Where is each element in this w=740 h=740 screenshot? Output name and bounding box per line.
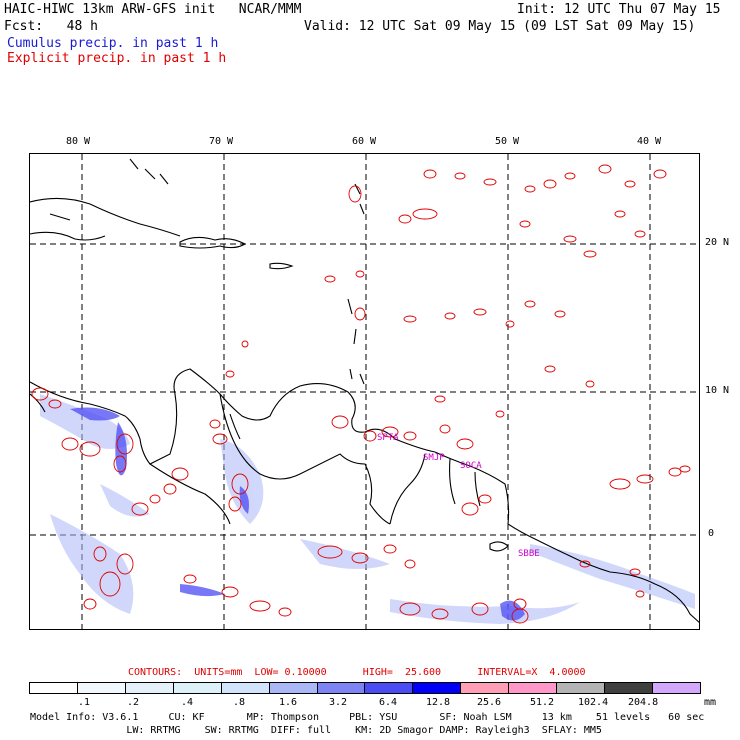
legend-swatch <box>173 683 222 693</box>
coast-south-america-north <box>30 368 436 465</box>
coast-puerto-rico <box>269 262 294 270</box>
model-title: HAIC-HIWC 13km ARW-GFS init NCAR/MMM <box>4 2 302 17</box>
lon-label-80w: 80 W <box>66 136 91 147</box>
legend-tick: 204.8 <box>628 697 659 708</box>
border-venezuela <box>219 393 391 525</box>
legend-tick: 102.4 <box>578 697 609 708</box>
lon-label-60w: 60 W <box>352 136 377 147</box>
init-time: Init: 12 UTC Thu 07 May 15 <box>517 2 721 17</box>
graticule <box>30 154 699 629</box>
border-french-guiana <box>474 471 481 507</box>
lat-label-0: 0 <box>708 528 715 539</box>
coast-brazil <box>507 523 699 623</box>
station-label-soca: SOCA <box>460 461 482 471</box>
precip-map: SPTA SMJP SOCA SBBE <box>29 153 700 630</box>
coast-marajo <box>489 541 509 552</box>
forecast-hour: Fcst: 48 h <box>4 19 98 34</box>
coastlines <box>30 158 699 623</box>
lon-label-70w: 70 W <box>209 136 234 147</box>
legend-swatch <box>557 683 606 693</box>
station-label-sbbe: SBBE <box>518 549 540 559</box>
coast-jamaica <box>30 231 106 241</box>
lat-label-20n: 20 N <box>705 237 730 248</box>
legend-tick: .8 <box>233 697 246 708</box>
border-suriname <box>449 458 456 505</box>
cumulus-legend-label: Cumulus precip. in past 1 h <box>7 36 219 51</box>
coast-hispaniola <box>179 236 247 249</box>
lat-label-10n: 10 N <box>705 385 730 396</box>
valid-time: Valid: 12 UTC Sat 09 May 15 (09 LST Sat … <box>304 19 696 34</box>
legend-swatch <box>605 683 653 693</box>
legend-swatch <box>317 683 366 693</box>
cumulus-light-shading <box>40 394 695 624</box>
legend-swatch <box>125 683 174 693</box>
legend-swatch <box>30 683 78 693</box>
legend-swatch <box>77 683 126 693</box>
station-label-smjp: SMJP <box>423 453 445 463</box>
lon-label-50w: 50 W <box>495 136 520 147</box>
model-info-line1: Model Info: V3.6.1 CU: KF MP: Thompson P… <box>30 712 705 723</box>
legend-tick: 6.4 <box>379 697 398 708</box>
explicit-legend-label: Explicit precip. in past 1 h <box>7 51 227 66</box>
legend-tick: 25.6 <box>477 697 502 708</box>
coast-panama <box>30 393 46 413</box>
model-info-line2: LW: RRTMG SW: RRTMG DIFF: full KM: 2D Sm… <box>30 725 602 736</box>
legend-tick: 12.8 <box>426 697 451 708</box>
explicit-precip-contours <box>31 164 691 624</box>
coast-cuba <box>30 197 181 237</box>
coast-bahamas <box>129 158 169 185</box>
border-guyana <box>389 453 426 525</box>
border-colombia <box>149 463 231 525</box>
legend-swatch <box>413 683 462 693</box>
legend-tick: 1.6 <box>279 697 298 708</box>
legend-swatch <box>365 683 414 693</box>
legend-tick: .1 <box>78 697 91 708</box>
color-scale-bar <box>29 682 701 694</box>
station-label-spta: SPTA <box>377 433 399 443</box>
contours-info: CONTOURS: UNITS=mm LOW= 0.10000 HIGH= 25… <box>128 667 586 678</box>
legend-swatch <box>269 683 318 693</box>
legend-swatch <box>509 683 558 693</box>
legend-unit: mm <box>704 697 717 708</box>
map-canvas: SPTA SMJP SOCA SBBE <box>30 154 699 629</box>
coast-guianas <box>434 451 510 525</box>
legend-swatch <box>221 683 270 693</box>
legend-tick: .2 <box>127 697 140 708</box>
legend-swatch <box>652 683 700 693</box>
coast-lesser-antilles <box>347 298 365 385</box>
legend-tick: .4 <box>181 697 194 708</box>
legend-tick: 51.2 <box>530 697 555 708</box>
legend-tick: 3.2 <box>329 697 348 708</box>
legend-swatch <box>461 683 510 693</box>
lon-label-40w: 40 W <box>637 136 662 147</box>
cumulus-heavy-shading <box>70 407 525 621</box>
